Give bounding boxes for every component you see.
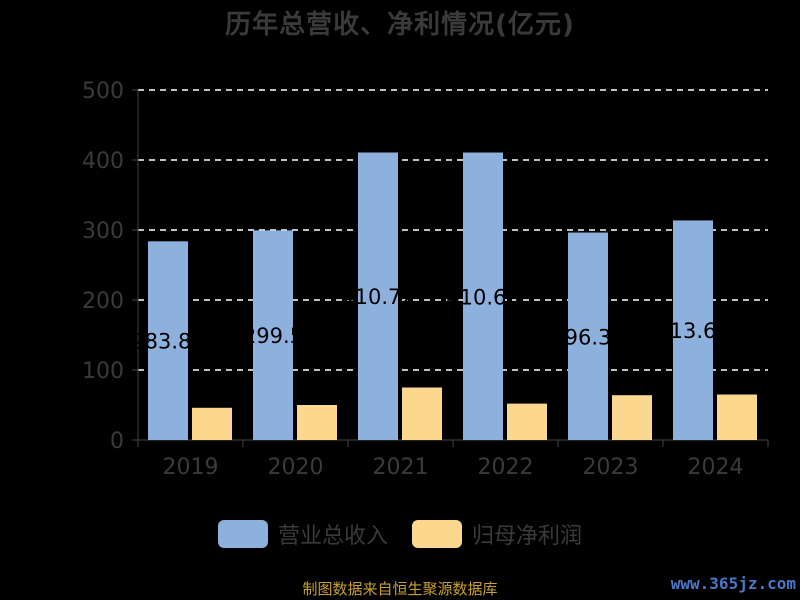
y-tick-label: 200 <box>82 289 124 314</box>
bar-revenue <box>253 230 293 440</box>
data-label-revenue: 410.72 <box>341 285 414 309</box>
chart-title: 历年总营收、净利情况(亿元) <box>225 10 575 40</box>
data-label-revenue: 410.68 <box>446 285 519 309</box>
x-tick-label: 2019 <box>163 455 219 480</box>
data-label-revenue: 283.82 <box>131 330 204 354</box>
data-label-revenue: 313.69 <box>656 319 729 343</box>
data-label-revenue: 296.36 <box>551 325 624 349</box>
bar-net-profit <box>717 394 757 440</box>
y-tick-label: 400 <box>82 149 124 174</box>
bar-revenue <box>463 152 503 441</box>
bar-revenue <box>148 241 188 440</box>
source-note: 制图数据来自恒生聚源数据库 <box>302 580 498 598</box>
x-tick-label: 2022 <box>478 455 534 480</box>
legend-swatch-net-profit <box>412 520 462 548</box>
y-tick-label: 100 <box>82 359 124 384</box>
x-tick-label: 2023 <box>583 455 639 480</box>
y-tick-label: 0 <box>110 429 124 454</box>
bar-revenue <box>673 220 713 440</box>
legend-label-net-profit: 归母净利润 <box>472 524 583 549</box>
bar-net-profit <box>612 395 652 440</box>
bar-revenue <box>358 152 398 440</box>
legend-item-revenue[interactable]: 营业总收入 <box>217 518 388 550</box>
x-tick-label: 2024 <box>688 455 744 480</box>
x-tick-label: 2020 <box>268 455 324 480</box>
y-tick-label: 300 <box>82 219 124 244</box>
legend-label-revenue: 营业总收入 <box>277 524 388 549</box>
data-label-revenue: 299.5 <box>243 324 303 348</box>
watermark: www.365jz.com <box>670 574 796 593</box>
legend-swatch-revenue <box>217 520 268 548</box>
bar-net-profit <box>507 403 547 440</box>
chart-legend: 营业总收入 归母净利润 <box>0 518 800 550</box>
legend-item-net-profit[interactable]: 归母净利润 <box>412 518 582 550</box>
bar-revenue <box>568 232 608 440</box>
bar-net-profit <box>402 387 442 440</box>
bar-net-profit <box>297 405 337 440</box>
x-tick-label: 2021 <box>373 455 429 480</box>
y-tick-label: 500 <box>82 79 124 104</box>
bar-net-profit <box>192 407 232 440</box>
